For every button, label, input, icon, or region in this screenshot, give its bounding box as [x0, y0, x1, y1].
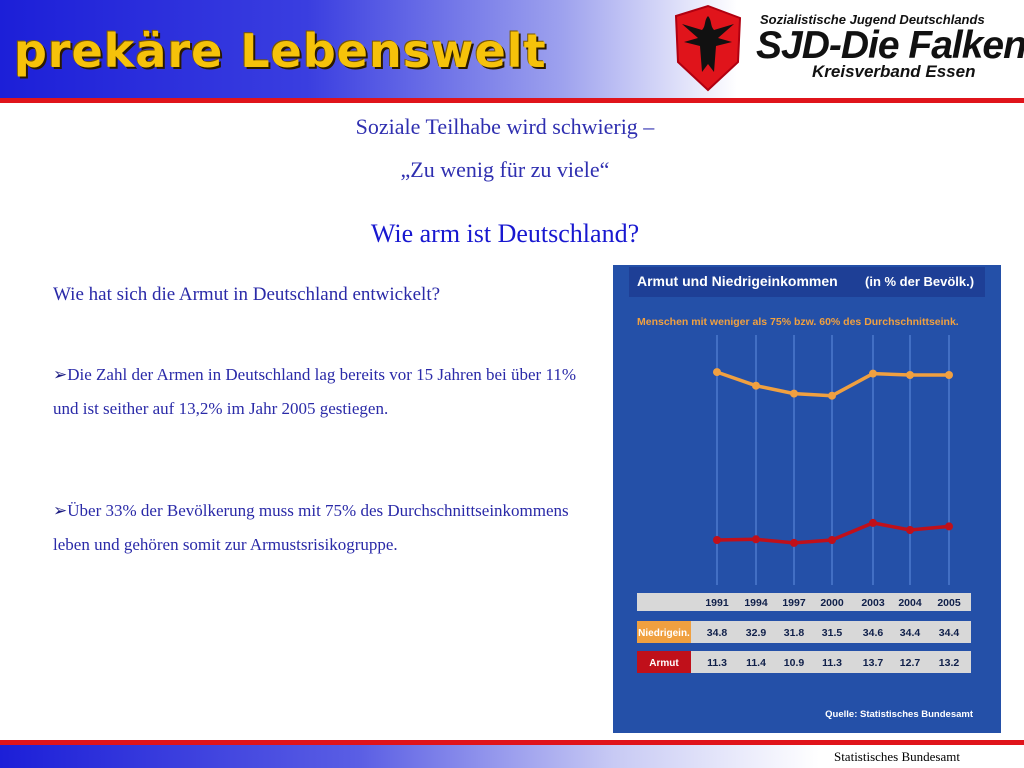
- data-label: 34.4: [939, 627, 960, 639]
- footer-band: [0, 745, 1024, 768]
- data-point: [869, 518, 877, 527]
- chart-title-band: [629, 267, 985, 297]
- year-label: 2000: [820, 597, 844, 609]
- header-band: [0, 0, 1024, 98]
- data-point: [906, 526, 914, 534]
- data-label: 11.3: [707, 657, 727, 669]
- bullet-text: Über 33% der Bevölkerung muss mit 75% de…: [53, 501, 569, 554]
- series-label-box: [637, 651, 691, 673]
- bullet-text: Die Zahl der Armen in Deutschland lag be…: [53, 365, 576, 418]
- data-point: [906, 371, 914, 379]
- data-point: [945, 522, 953, 531]
- chart-title: Armut und Niedrigeinkommen: [637, 273, 838, 289]
- main-question: Wie arm ist Deutschland?: [370, 219, 640, 248]
- data-point: [713, 536, 721, 544]
- chart-title-unit: (in % der Bevölk.): [865, 274, 974, 289]
- table-data-row: [637, 621, 971, 643]
- year-label: 2004: [898, 597, 922, 609]
- arrow-bullet-icon: ➢: [53, 501, 68, 520]
- footer-source: Statistisches Bundesamt: [833, 749, 960, 764]
- slide-title: prekäre Lebenswelt: [14, 24, 547, 78]
- bullet-item: ➢Über 33% der Bevölkerung muss mit 75% d…: [53, 494, 588, 562]
- series-label: Niedrigein.: [638, 628, 690, 639]
- data-label: 11.3: [822, 657, 842, 669]
- year-label: 1991: [705, 597, 729, 609]
- arrow-bullet-icon: ➢: [53, 365, 68, 384]
- data-point: [752, 381, 760, 390]
- header-divider: [0, 98, 1024, 103]
- poverty-chart: Armut und Niedrigeinkommen (in % der Bevö…: [613, 265, 1001, 733]
- data-point: [713, 368, 721, 377]
- section-question: Wie hat sich die Armut in Deutschland en…: [53, 284, 441, 305]
- data-point: [828, 391, 836, 400]
- data-label: 34.6: [863, 627, 884, 639]
- series-label: Armut: [649, 658, 679, 669]
- data-label: 31.5: [822, 627, 843, 639]
- data-label: 11.4: [746, 657, 766, 669]
- data-point: [945, 371, 953, 379]
- data-label: 34.8: [707, 627, 728, 639]
- data-point: [828, 536, 836, 544]
- data-label: 13.7: [863, 657, 884, 669]
- organization-subtitle: Sozialistische Jugend Deutschlands: [760, 12, 985, 27]
- data-label: 12.7: [900, 657, 921, 669]
- chart-source: Quelle: Statistisches Bundesamt: [825, 709, 974, 720]
- data-point: [752, 535, 760, 544]
- data-point: [790, 538, 798, 547]
- bullet-item: ➢Die Zahl der Armen in Deutschland lag b…: [53, 358, 588, 426]
- footer-divider: [0, 740, 1024, 745]
- chart-canvas: Armut und Niedrigeinkommen (in % der Bevö…: [629, 267, 985, 720]
- year-label: 2005: [937, 597, 961, 609]
- chart-subtitle: Menschen mit weniger als 75% bzw. 60% de…: [637, 316, 959, 328]
- subtitle-line-2: „Zu wenig für zu viele“: [400, 157, 610, 182]
- data-label: 31.8: [784, 627, 805, 639]
- year-label: 1997: [782, 597, 806, 609]
- data-label: 32.9: [746, 627, 767, 639]
- falcon-logo-icon: [668, 2, 748, 94]
- table-year-row: [637, 593, 971, 611]
- table-data-row: [637, 651, 971, 673]
- year-label: 1994: [744, 597, 768, 609]
- data-point: [790, 389, 798, 398]
- data-label: 34.4: [900, 627, 921, 639]
- series-label-box: [637, 621, 691, 643]
- organization-name: SJD-Die Falken: [756, 24, 1024, 67]
- data-point: [869, 369, 877, 378]
- data-label: 13.2: [939, 657, 960, 669]
- organization-branch: Kreisverband Essen: [812, 62, 976, 81]
- year-label: 2003: [861, 597, 885, 609]
- subtitle-line-1: Soziale Teilhabe wird schwierig –: [355, 114, 655, 139]
- data-label: 10.9: [784, 657, 805, 669]
